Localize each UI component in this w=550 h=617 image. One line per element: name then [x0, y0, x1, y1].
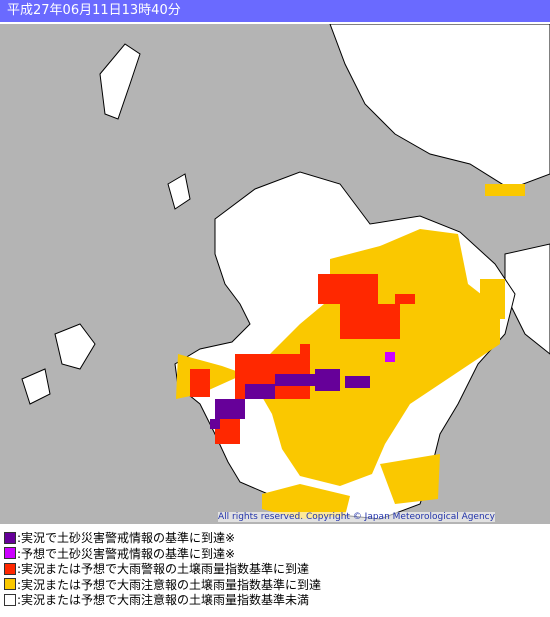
advisory-area — [176, 184, 525, 519]
warning-block — [395, 294, 415, 304]
warning-block — [340, 304, 400, 339]
advisory-south — [262, 484, 350, 519]
goto-islands-south — [21, 368, 51, 405]
advisory-honshu — [485, 184, 525, 196]
warning-block — [300, 344, 310, 354]
landslide-block — [315, 369, 340, 391]
tsushima — [99, 43, 141, 120]
legend-label: :予想で土砂災害警戒情報の基準に到達※ — [17, 546, 236, 561]
landslide-observed — [210, 369, 370, 429]
header-title: 平成27年06月11日13時40分 — [0, 0, 550, 22]
iki — [167, 173, 191, 210]
legend-swatch — [4, 531, 16, 544]
legend-label: :実況または予想で大雨警報の土壌雨量指数基準に到達 — [17, 562, 310, 577]
landslide-forecast-block — [385, 352, 395, 362]
legend-row: :実況で土砂災害警戒情報の基準に到達※ — [4, 530, 321, 546]
honshu — [329, 24, 550, 190]
legend-label: :実況または予想で大雨注意報の土壌雨量指数基準未満 — [17, 593, 310, 608]
legend-label: :実況または予想で大雨注意報の土壌雨量指数基準に到達 — [17, 577, 322, 592]
legend-row: :予想で土砂災害警戒情報の基準に到達※ — [4, 546, 321, 562]
legend-label: :実況で土砂災害警戒情報の基準に到達※ — [17, 531, 236, 546]
advisory-main — [176, 229, 500, 486]
landslide-block — [245, 384, 275, 399]
landslide-forecast — [385, 352, 395, 362]
legend-row: :実況または予想で大雨警報の土壌雨量指数基準に到達 — [4, 561, 321, 577]
landslide-block — [275, 374, 315, 386]
legend-row: :実況または予想で大雨注意報の土壌雨量指数基準に到達 — [4, 577, 321, 593]
legend: :実況で土砂災害警戒情報の基準に到達※ :予想で土砂災害警戒情報の基準に到達※ … — [4, 530, 321, 608]
legend-row: :実況または予想で大雨注意報の土壌雨量指数基準未満 — [4, 592, 321, 608]
legend-swatch — [4, 547, 16, 560]
landslide-block — [215, 399, 245, 419]
warning-block — [190, 369, 210, 397]
legend-swatch — [4, 562, 16, 575]
advisory-southeast — [380, 454, 440, 504]
landslide-block — [345, 376, 370, 388]
landslide-block — [210, 419, 220, 429]
copyright: All rights reserved. Copyright © Japan M… — [218, 512, 495, 522]
map — [0, 24, 550, 524]
goto-islands — [54, 323, 96, 370]
advisory-east — [480, 279, 505, 319]
legend-swatch — [4, 593, 16, 606]
warning-block — [318, 274, 378, 304]
legend-swatch — [4, 578, 16, 591]
